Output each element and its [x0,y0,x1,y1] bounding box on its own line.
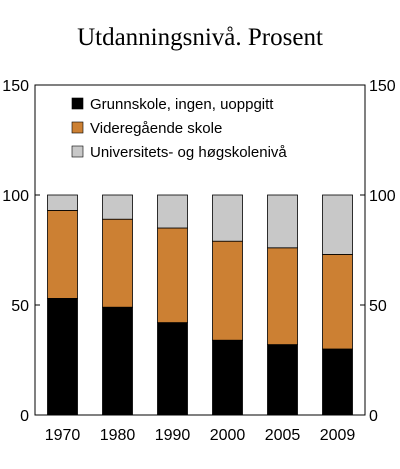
bars-layer [47,194,353,416]
bar-segment [47,297,78,416]
legend-swatch [71,121,84,134]
legend: Grunnskole, ingen, uoppgitt Videregående … [71,96,287,161]
y-tick-label-left: 0 [20,408,29,425]
x-tick-label: 2009 [320,427,356,444]
y-tick-label-left: 100 [2,188,29,205]
bar-segment [157,227,188,323]
bar-segment [267,247,298,346]
y-axis-right: 0 50 100 150 [360,78,396,425]
legend-label: Grunnskole, ingen, uoppgitt [90,96,274,113]
bar-segment [267,344,298,416]
bar-segment [102,306,133,416]
legend-label: Universitets- og høgskolenivå [90,144,287,161]
x-tick-label: 1970 [45,427,81,444]
x-tick-label: 2000 [210,427,246,444]
x-axis: 1970 1980 1990 2000 2005 2009 [45,427,356,444]
x-tick-label: 1990 [155,427,191,444]
y-tick-label-right: 100 [369,188,396,205]
x-tick-label: 1980 [100,427,136,444]
bar-segment [267,194,298,249]
bar-segment [322,194,353,255]
bar-segment [157,194,188,229]
legend-label: Videregående skole [90,120,222,137]
chart-title: Utdanningsnivå. Prosent [77,24,323,51]
y-axis-left: 0 50 100 150 [2,78,40,425]
bar-segment [212,339,243,416]
y-tick-label-left: 50 [11,298,29,315]
legend-swatch [71,97,84,110]
bar-segment [157,322,188,416]
bar-segment [102,194,133,220]
bar-segment [102,218,133,308]
bar-segment [322,253,353,350]
y-tick-label-right: 150 [369,78,396,95]
y-tick-label-right: 0 [369,408,378,425]
bar-segment [212,194,243,242]
bar-segment [212,240,243,341]
plot-frame [34,84,366,416]
legend-swatch [71,145,84,158]
bar-segment [322,348,353,416]
bar-segment [47,209,78,299]
bar-segment [47,194,78,211]
y-tick-label-left: 150 [2,78,29,95]
x-tick-label: 2005 [265,427,301,444]
y-tick-label-right: 50 [369,298,387,315]
